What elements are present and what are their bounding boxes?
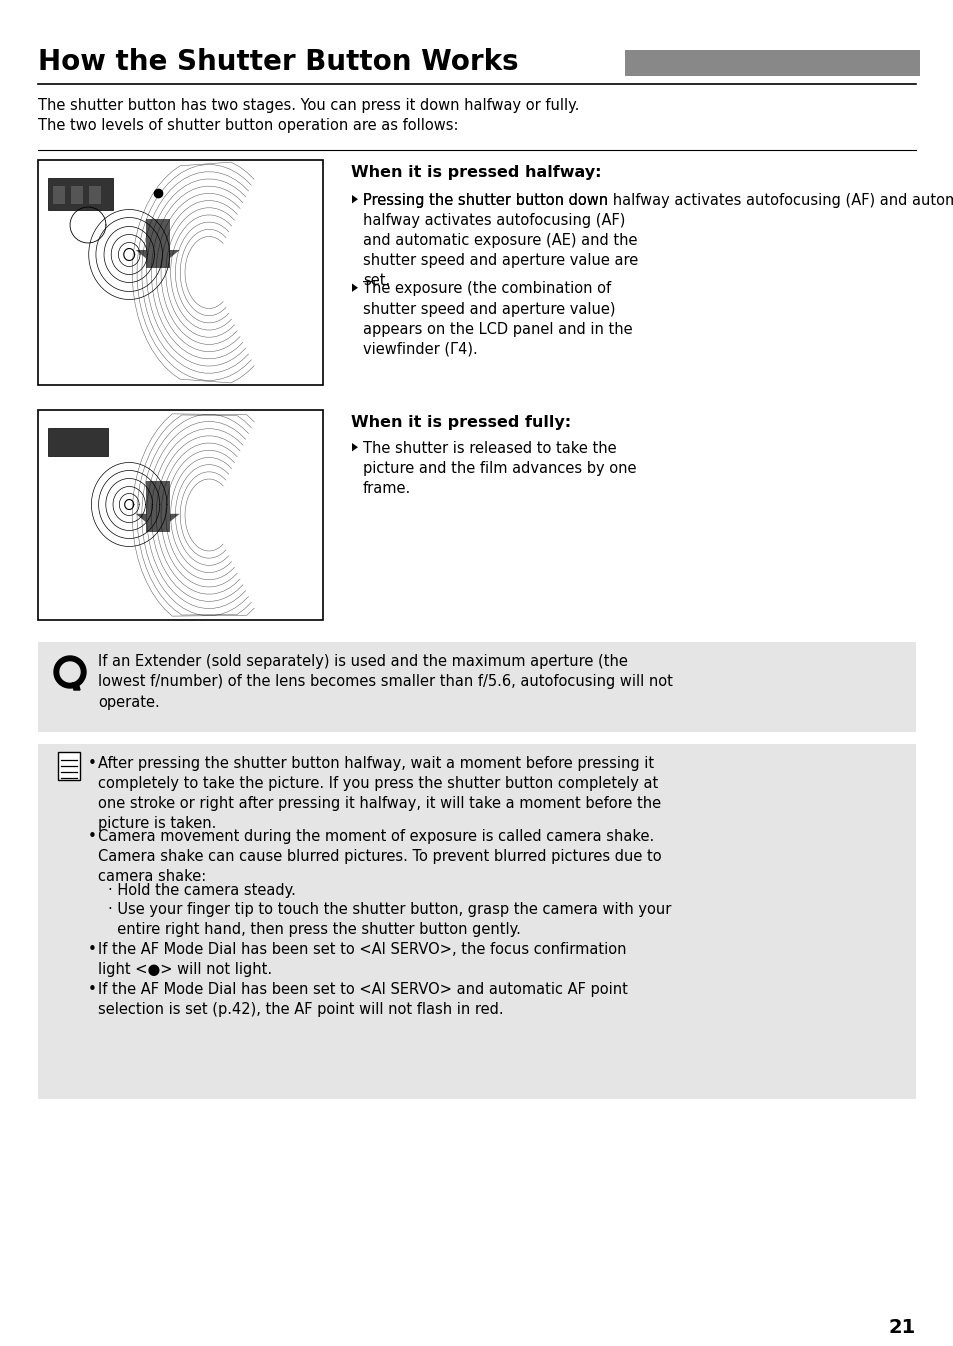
Bar [58, 752, 80, 779]
Polygon shape [352, 195, 357, 203]
Polygon shape [135, 514, 179, 532]
Text: If the AF Mode Dial has been set to <AI SERVO>, the focus confirmation
light <●>: If the AF Mode Dial has been set to <AI … [98, 942, 626, 977]
Bar [624, 50, 919, 75]
Polygon shape [71, 682, 80, 690]
Bar [38, 160, 323, 385]
Bar [38, 411, 323, 621]
Text: Pressing the shutter button down halfway activates autofocusing (AF) and automat: Pressing the shutter button down halfway… [363, 192, 953, 209]
Text: When it is pressed fully:: When it is pressed fully: [351, 415, 571, 429]
Text: •: • [88, 756, 97, 771]
Bar [38, 744, 915, 1098]
Bar [146, 218, 170, 268]
Bar [48, 428, 108, 456]
Bar [48, 178, 112, 210]
Text: · Use your finger tip to touch the shutter button, grasp the camera with your
  : · Use your finger tip to touch the shutt… [108, 902, 671, 937]
Bar [89, 186, 101, 205]
Text: Camera movement during the moment of exposure is called camera shake.
Camera sha: Camera movement during the moment of exp… [98, 829, 661, 884]
Text: The shutter is released to take the
picture and the film advances by one
frame.: The shutter is released to take the pict… [363, 441, 636, 497]
Polygon shape [135, 250, 179, 268]
Text: When it is pressed halfway:: When it is pressed halfway: [351, 166, 601, 180]
Bar [38, 642, 915, 732]
Text: The exposure (the combination of
shutter speed and aperture value)
appears on th: The exposure (the combination of shutter… [363, 281, 632, 357]
Bar [146, 481, 170, 532]
Text: •: • [88, 942, 97, 957]
Text: •: • [88, 829, 97, 844]
Polygon shape [352, 443, 357, 451]
Polygon shape [60, 662, 80, 682]
Text: •: • [88, 981, 97, 996]
Polygon shape [54, 656, 86, 688]
Text: How the Shutter Button Works: How the Shutter Button Works [38, 48, 518, 75]
Text: Pressing the shutter button down
halfway activates autofocusing (AF)
and automat: Pressing the shutter button down halfway… [363, 192, 638, 288]
Polygon shape [352, 284, 357, 292]
Bar [53, 186, 65, 205]
Text: If an Extender (sold separately) is used and the maximum aperture (the
lowest f/: If an Extender (sold separately) is used… [98, 654, 672, 709]
Text: The shutter button has two stages. You can press it down halfway or fully.
The t: The shutter button has two stages. You c… [38, 98, 578, 133]
Text: If the AF Mode Dial has been set to <AI SERVO> and automatic AF point
selection : If the AF Mode Dial has been set to <AI … [98, 981, 627, 1016]
Text: After pressing the shutter button halfway, wait a moment before pressing it
comp: After pressing the shutter button halfwa… [98, 756, 660, 830]
Bar [71, 186, 83, 205]
Text: · Hold the camera steady.: · Hold the camera steady. [108, 883, 295, 898]
Text: 21: 21 [888, 1318, 915, 1337]
